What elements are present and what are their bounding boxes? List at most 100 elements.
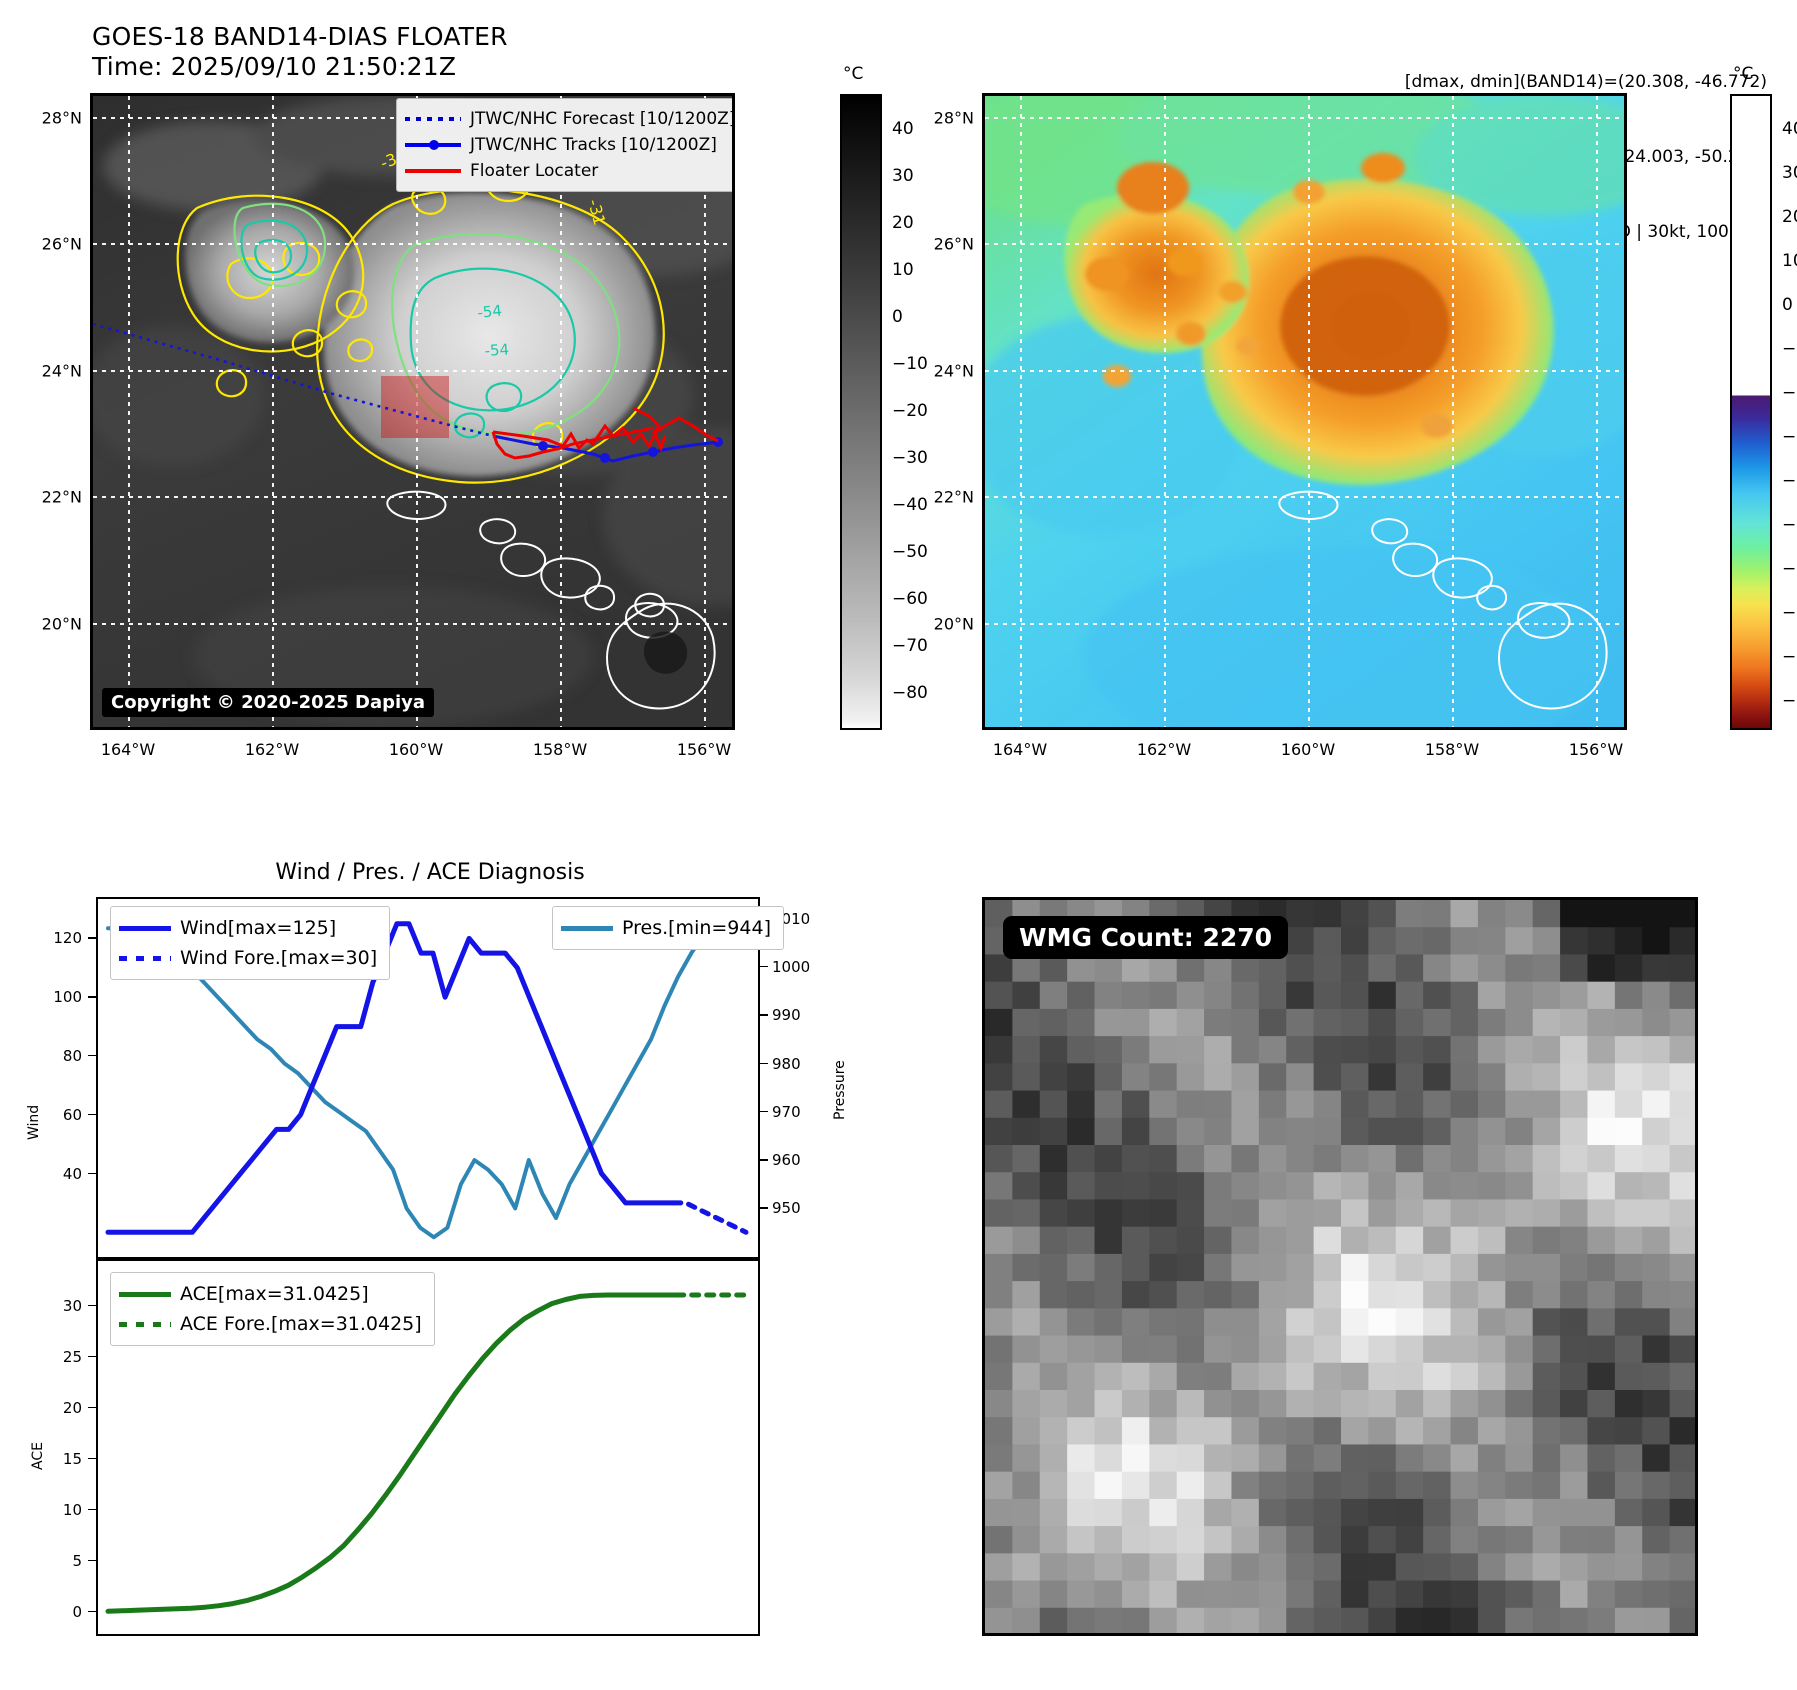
legend-item-wind-forecast: Wind Fore.[max=30] — [119, 943, 377, 973]
awv-lat-tick-4: 20°N — [933, 614, 974, 634]
awv-lon-tick-3: 158°W — [1424, 740, 1480, 759]
tick-mark — [88, 1508, 96, 1511]
wind-tick: 100 — [53, 988, 82, 1007]
legend-label-floater: Floater Locater — [470, 161, 599, 181]
awv-lat-tick-1: 26°N — [933, 234, 974, 254]
right-cb-tick-13: −90 — [1782, 691, 1797, 711]
ace-legend: ACE[max=31.0425] ACE Fore.[max=31.0425] — [110, 1272, 435, 1346]
legend-item-ace: ACE[max=31.0425] — [119, 1279, 422, 1309]
ir-lon-tick-0: 164°W — [100, 740, 156, 759]
awv-lat-tick-2: 24°N — [933, 361, 974, 381]
ir-satellite-map[interactable]: -31 -31 -31 -54 -54 — [90, 93, 735, 730]
pressure-axis-label: Pressure — [832, 1060, 848, 1120]
awv-lon-tick-0: 164°W — [992, 740, 1048, 759]
awv-satellite-map[interactable] — [982, 93, 1627, 730]
left-cb-tick-7: −30 — [892, 448, 928, 468]
ir-lat-tick-4: 20°N — [41, 614, 82, 634]
ir-map-legend: JTWC/NHC Forecast [10/1200Z] JTWC/NHC Tr… — [396, 98, 735, 192]
right-cb-tick-7: −30 — [1782, 427, 1797, 447]
copyright-notice: Copyright © 2020-2025 Dapiya — [102, 688, 435, 717]
tick-mark — [88, 1172, 96, 1175]
right-cb-tick-1: 30 — [1782, 163, 1797, 183]
right-cb-tick-8: −40 — [1782, 471, 1797, 491]
pressure-tick: 960 — [772, 1151, 801, 1170]
tick-mark — [88, 1355, 96, 1358]
awv-lon-tick-1: 162°W — [1136, 740, 1192, 759]
wind-tick: 120 — [53, 929, 82, 948]
dmax-dmin-band14: [dmax, dmin](BAND14)=(20.308, -46.772) — [1404, 72, 1767, 92]
tick-mark — [88, 937, 96, 939]
left-cb-tick-12: −80 — [892, 683, 928, 703]
ir-lon-tick-2: 160°W — [388, 740, 444, 759]
tick-mark — [88, 1113, 96, 1116]
tick-mark — [88, 1457, 96, 1460]
right-colorbar-unit: °C — [1733, 64, 1754, 84]
left-cb-tick-11: −70 — [892, 636, 928, 656]
diagnosis-title: Wind / Pres. / ACE Diagnosis — [275, 860, 585, 885]
legend-label-ace: ACE[max=31.0425] — [180, 1283, 369, 1305]
left-cb-tick-3: 10 — [892, 260, 914, 280]
left-colorbar-unit: °C — [843, 64, 864, 84]
awv-lon-tick-2: 160°W — [1280, 740, 1336, 759]
ace-tick: 20 — [62, 1398, 82, 1417]
tick-mark — [760, 1014, 768, 1016]
right-cb-tick-9: −50 — [1782, 515, 1797, 535]
right-cb-tick-0: 40 — [1782, 119, 1797, 139]
tick-mark — [88, 1559, 96, 1562]
legend-item-forecast: JTWC/NHC Forecast [10/1200Z] — [405, 106, 735, 132]
left-cb-tick-6: −20 — [892, 401, 928, 421]
left-cb-tick-4: 0 — [892, 307, 903, 327]
right-cb-tick-11: −70 — [1782, 603, 1797, 623]
tick-mark — [88, 1304, 96, 1307]
legend-item-floater: Floater Locater — [405, 158, 732, 184]
ir-lat-tick-2: 24°N — [41, 361, 82, 381]
awv-lat-tick-0: 28°N — [933, 108, 974, 128]
awv-lat-tick-3: 22°N — [933, 487, 974, 507]
wind-tick: 80 — [62, 1046, 82, 1065]
ace-tick: 25 — [62, 1347, 82, 1366]
ace-tick: 5 — [72, 1551, 82, 1570]
legend-label-wind: Wind[max=125] — [180, 917, 337, 939]
pressure-tick: 970 — [772, 1102, 801, 1121]
ir-lat-tick-0: 28°N — [41, 108, 82, 128]
left-cb-tick-5: −10 — [892, 354, 928, 374]
legend-label-tracks: JTWC/NHC Tracks [10/1200Z] — [470, 135, 717, 155]
right-cb-tick-4: 0 — [1782, 295, 1793, 315]
left-colorbar — [840, 94, 882, 730]
left-cb-tick-10: −60 — [892, 589, 928, 609]
tick-mark — [760, 1207, 768, 1209]
wmg-panel[interactable]: WMG Count: 2270 — [982, 897, 1698, 1636]
legend-label-wind-forecast: Wind Fore.[max=30] — [180, 947, 378, 969]
ir-lon-tick-3: 158°W — [532, 740, 588, 759]
tick-mark — [88, 996, 96, 998]
legend-label-ace-forecast: ACE Fore.[max=31.0425] — [180, 1313, 422, 1335]
right-cb-tick-2: 20 — [1782, 207, 1797, 227]
left-cb-tick-8: −40 — [892, 495, 928, 515]
page-timestamp: Time: 2025/09/10 21:50:21Z — [92, 52, 457, 81]
tick-mark — [88, 1054, 96, 1057]
legend-item-pressure: Pres.[min=944] — [561, 913, 771, 943]
pressure-tick: 950 — [772, 1199, 801, 1218]
ace-tick: 0 — [72, 1602, 82, 1621]
pressure-tick: 990 — [772, 1006, 801, 1025]
wmg-count-badge: WMG Count: 2270 — [1003, 916, 1289, 959]
right-colorbar — [1730, 94, 1772, 730]
pressure-tick: 980 — [772, 1054, 801, 1073]
legend-item-wind: Wind[max=125] — [119, 913, 377, 943]
tick-mark — [760, 965, 768, 968]
right-cb-tick-10: −60 — [1782, 559, 1797, 579]
left-cb-tick-9: −50 — [892, 542, 928, 562]
legend-item-tracks: JTWC/NHC Tracks [10/1200Z] — [405, 132, 732, 158]
legend-label-forecast: JTWC/NHC Forecast [10/1200Z] — [470, 109, 735, 129]
left-cb-tick-0: 40 — [892, 119, 914, 139]
tick-mark — [88, 1406, 96, 1409]
pressure-tick: 1000 — [772, 957, 811, 976]
ace-tick: 30 — [62, 1296, 82, 1315]
right-cb-tick-5: −10 — [1782, 339, 1797, 359]
ir-lat-tick-1: 26°N — [41, 234, 82, 254]
right-cb-tick-3: 10 — [1782, 251, 1797, 271]
wind-legend: Wind[max=125] Wind Fore.[max=30] — [110, 906, 391, 980]
awv-lon-tick-4: 156°W — [1568, 740, 1624, 759]
ir-lat-tick-3: 22°N — [41, 487, 82, 507]
